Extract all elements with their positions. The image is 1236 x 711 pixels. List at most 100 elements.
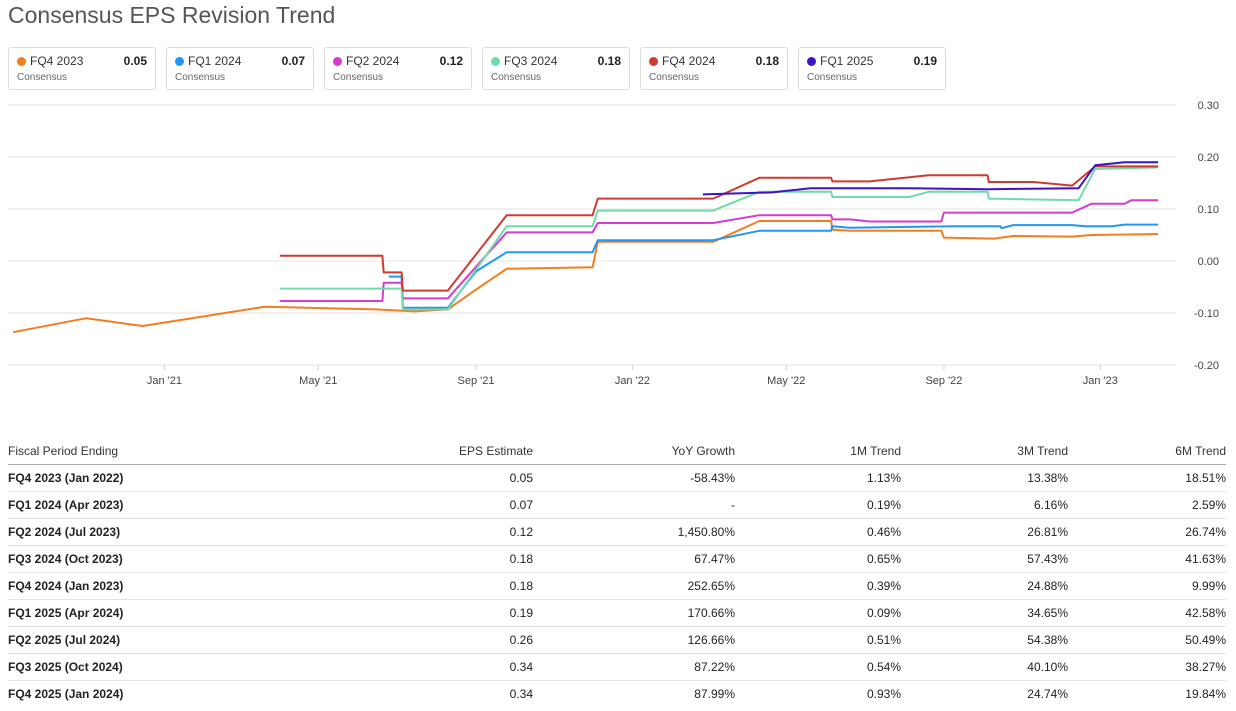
cell-yoy-growth: 252.65%: [533, 572, 735, 600]
cell-6m-trend: 18.51%: [1068, 464, 1226, 492]
cell-eps-estimate: 0.18: [308, 545, 533, 573]
table-row: FQ3 2025 (Oct 2024) 0.34 87.22% 0.54% 40…: [8, 653, 1226, 681]
cell-6m-trend: 9.99%: [1068, 572, 1226, 600]
cell-fiscal-period: FQ4 2025 (Jan 2024): [8, 687, 124, 701]
x-tick-label: Jan '21: [147, 375, 182, 387]
legend-item-name: FQ3 2024: [504, 54, 558, 68]
cell-yoy-growth: 1,450.80%: [533, 518, 735, 546]
column-header-fiscal-period[interactable]: Fiscal Period Ending: [8, 437, 308, 465]
cell-3m-trend: 54.38%: [901, 626, 1068, 654]
x-tick-label: Sep '21: [457, 375, 494, 387]
cell-1m-trend: 0.46%: [735, 518, 901, 546]
x-tick-label: Jan '22: [615, 375, 650, 387]
cell-6m-trend: 19.84%: [1185, 687, 1226, 701]
cell-1m-trend: 1.13%: [735, 464, 901, 492]
cell-6m-trend: 41.63%: [1068, 545, 1226, 573]
x-tick-label: Jan '23: [1083, 375, 1118, 387]
x-tick-label: May '21: [299, 375, 337, 387]
cell-eps-estimate: 0.12: [308, 518, 533, 546]
series-line: [702, 161, 1159, 196]
column-header-3m-trend[interactable]: 3M Trend: [901, 437, 1068, 465]
legend-item[interactable]: FQ2 2024 0.12 Consensus: [324, 47, 472, 90]
cell-fiscal-period: FQ2 2025 (Jul 2024): [8, 626, 308, 654]
legend-item[interactable]: FQ3 2024 0.18 Consensus: [482, 47, 630, 90]
cell-yoy-growth: -: [533, 491, 735, 519]
cell-fiscal-period: FQ4 2023 (Jan 2022): [8, 464, 308, 492]
column-header-1m-trend[interactable]: 1M Trend: [735, 437, 901, 465]
eps-revision-chart: 0.30 0.20 0.10 0.00 -0.10 -0.20 Jan '21 May '21…: [8, 100, 1219, 387]
column-header-eps-estimate[interactable]: EPS Estimate: [308, 437, 533, 465]
cell-eps-estimate: 0.34: [509, 687, 533, 701]
legend-dot: [491, 57, 500, 66]
cell-yoy-growth: 87.99%: [694, 687, 735, 701]
cell-3m-trend: 26.81%: [901, 518, 1068, 546]
legend-item-value: 0.07: [281, 54, 305, 68]
legend-item-value: 0.19: [913, 54, 937, 68]
cell-6m-trend: 42.58%: [1068, 599, 1226, 627]
legend-dot: [175, 57, 184, 66]
legend-item[interactable]: FQ1 2024 0.07 Consensus: [166, 47, 314, 90]
legend-item[interactable]: FQ1 2025 0.19 Consensus: [798, 47, 946, 90]
cell-fiscal-period: FQ2 2024 (Jul 2023): [8, 518, 308, 546]
cell-1m-trend: 0.54%: [735, 653, 901, 681]
cell-6m-trend: 26.74%: [1068, 518, 1226, 546]
legend-item-sublabel: Consensus: [333, 72, 384, 83]
x-tick-label: Sep '22: [925, 375, 962, 387]
cell-1m-trend: 0.39%: [735, 572, 901, 600]
page-title: Consensus EPS Revision Trend: [8, 2, 336, 28]
cell-1m-trend: 0.09%: [735, 599, 901, 627]
y-tick-label: -0.20: [1194, 360, 1219, 372]
cell-yoy-growth: -58.43%: [533, 464, 735, 492]
x-tick-label: May '22: [767, 375, 805, 387]
cell-yoy-growth: 87.22%: [533, 653, 735, 681]
legend-item-sublabel: Consensus: [807, 72, 858, 83]
y-tick-label: 0.20: [1198, 152, 1219, 164]
legend-item-sublabel: Consensus: [17, 72, 68, 83]
series-line: [279, 166, 1159, 311]
cell-1m-trend: 0.93%: [866, 687, 901, 701]
cell-3m-trend: 24.88%: [901, 572, 1068, 600]
legend-item[interactable]: FQ4 2023 0.05 Consensus: [8, 47, 156, 90]
legend-item-name: FQ4 2023: [30, 54, 84, 68]
y-tick-label: 0.30: [1198, 100, 1219, 112]
table-row: FQ3 2024 (Oct 2023) 0.18 67.47% 0.65% 57…: [8, 545, 1226, 573]
y-tick-label: 0.10: [1198, 204, 1219, 216]
cell-yoy-growth: 170.66%: [533, 599, 735, 627]
cell-3m-trend: 34.65%: [901, 599, 1068, 627]
cell-fiscal-period: FQ4 2024 (Jan 2023): [8, 572, 308, 600]
cell-1m-trend: 0.19%: [735, 491, 901, 519]
series-line: [12, 220, 1159, 334]
legend-item-value: 0.18: [755, 54, 779, 68]
legend-item-name: FQ1 2025: [820, 54, 874, 68]
table-row: FQ4 2023 (Jan 2022) 0.05 -58.43% 1.13% 1…: [8, 464, 1226, 492]
cell-fiscal-period: FQ1 2025 (Apr 2024): [8, 599, 308, 627]
legend-item-sublabel: Consensus: [649, 72, 700, 83]
table-row: FQ4 2024 (Jan 2023) 0.18 252.65% 0.39% 2…: [8, 572, 1226, 600]
cell-eps-estimate: 0.34: [308, 653, 533, 681]
cell-3m-trend: 57.43%: [901, 545, 1068, 573]
cell-eps-estimate: 0.19: [308, 599, 533, 627]
cell-yoy-growth: 67.47%: [533, 545, 735, 573]
y-tick-label: -0.10: [1194, 308, 1219, 320]
series-line: [279, 199, 1159, 302]
cell-3m-trend: 40.10%: [901, 653, 1068, 681]
table-row: FQ4 2025 (Jan 2024) 0.34 87.99% 0.93% 24…: [8, 681, 1226, 708]
cell-6m-trend: 2.59%: [1068, 491, 1226, 519]
cell-3m-trend: 24.74%: [1027, 687, 1068, 701]
column-header-6m-trend[interactable]: 6M Trend: [1068, 437, 1226, 465]
cell-1m-trend: 0.65%: [735, 545, 901, 573]
cell-fiscal-period: FQ3 2025 (Oct 2024): [8, 653, 308, 681]
eps-table: Fiscal Period Ending EPS Estimate YoY Gr…: [8, 437, 1226, 707]
legend-item-sublabel: Consensus: [491, 72, 542, 83]
legend-item-value: 0.18: [597, 54, 621, 68]
series-line: [279, 165, 1159, 292]
legend-item-name: FQ2 2024: [346, 54, 400, 68]
cell-eps-estimate: 0.26: [308, 626, 533, 654]
legend-dot: [807, 57, 816, 66]
legend-item[interactable]: FQ4 2024 0.18 Consensus: [640, 47, 788, 90]
cell-6m-trend: 50.49%: [1068, 626, 1226, 654]
cell-eps-estimate: 0.05: [308, 464, 533, 492]
column-header-yoy-growth[interactable]: YoY Growth: [533, 437, 735, 465]
legend-dot: [333, 57, 342, 66]
table-row: FQ2 2025 (Jul 2024) 0.26 126.66% 0.51% 5…: [8, 626, 1226, 654]
